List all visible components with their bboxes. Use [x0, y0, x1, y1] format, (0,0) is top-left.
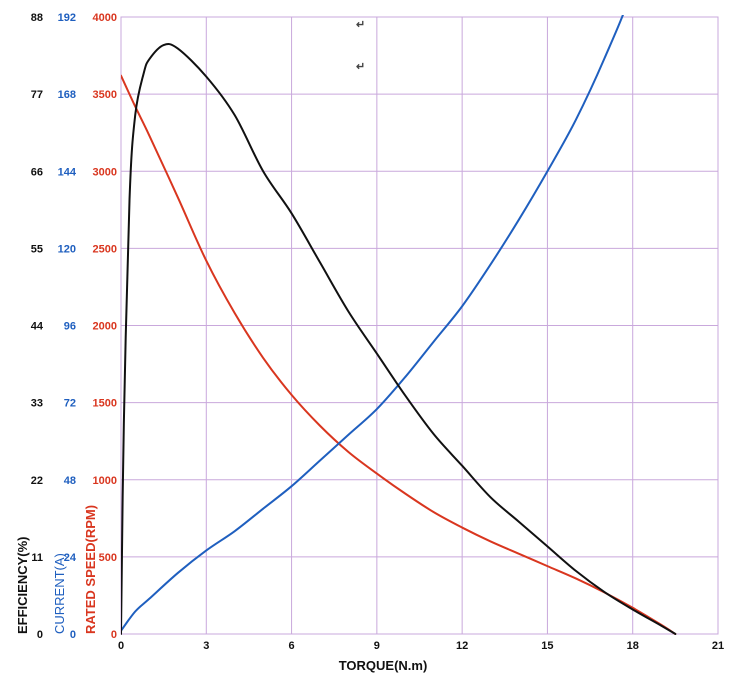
current-tick-label: 72 — [64, 398, 76, 410]
annotation-return-mark-1: ↵ — [356, 19, 365, 31]
speed-tick-label: 2500 — [93, 243, 117, 255]
series-lines — [121, 15, 677, 635]
plot-area-border — [120, 16, 719, 635]
efficiency-tick-labels: 0 11 22 33 44 55 66 77 88 — [31, 12, 44, 641]
speed-curve — [121, 74, 677, 635]
efficiency-tick-label: 77 — [31, 89, 43, 101]
current-tick-label: 168 — [58, 89, 76, 101]
annotation-return-mark-2: ↵ — [356, 61, 365, 73]
current-axis-title: CURRENT(A) — [52, 553, 67, 634]
current-tick-label: 0 — [70, 629, 76, 641]
efficiency-tick-label: 44 — [31, 321, 44, 333]
current-curve — [121, 15, 624, 632]
speed-tick-label: 0 — [111, 629, 117, 641]
speed-axis-title: RATED SPEED(RPM) — [83, 505, 98, 634]
torque-tick-label: 18 — [627, 640, 639, 652]
current-tick-label: 192 — [58, 12, 76, 24]
torque-tick-label: 0 — [118, 640, 124, 652]
speed-tick-label: 3000 — [93, 166, 117, 178]
horizontal-gridlines — [121, 16, 718, 635]
speed-tick-label: 1500 — [93, 398, 117, 410]
speed-tick-label: 3500 — [93, 89, 117, 101]
efficiency-tick-label: 55 — [31, 243, 43, 255]
efficiency-axis-title: EFFICIENCY(%) — [15, 537, 30, 635]
current-tick-labels: 0 24 48 72 96 120 144 168 192 — [58, 12, 77, 641]
torque-tick-label: 12 — [456, 640, 468, 652]
speed-tick-label: 500 — [99, 552, 117, 564]
speed-tick-label: 2000 — [93, 321, 117, 333]
efficiency-tick-label: 22 — [31, 475, 43, 487]
efficiency-tick-label: 88 — [31, 12, 43, 24]
current-tick-label: 24 — [64, 552, 77, 564]
efficiency-tick-label: 66 — [31, 166, 43, 178]
efficiency-tick-label: 33 — [31, 398, 43, 410]
x-axis-title: TORQUE(N.m) — [339, 658, 428, 673]
torque-tick-label: 21 — [712, 640, 724, 652]
torque-tick-labels: 0 3 6 9 12 15 18 21 — [118, 640, 724, 652]
current-tick-label: 120 — [58, 243, 76, 255]
torque-tick-label: 6 — [289, 640, 295, 652]
efficiency-tick-label: 11 — [31, 552, 43, 564]
efficiency-tick-label: 0 — [37, 629, 43, 641]
efficiency-curve — [121, 43, 677, 635]
current-tick-label: 48 — [64, 475, 76, 487]
torque-tick-label: 15 — [541, 640, 553, 652]
speed-tick-label: 4000 — [93, 12, 117, 24]
current-tick-label: 96 — [64, 321, 76, 333]
torque-tick-label: 3 — [203, 640, 209, 652]
torque-tick-label: 9 — [374, 640, 380, 652]
current-tick-label: 144 — [58, 166, 77, 178]
speed-tick-labels: 0 500 1000 1500 2000 2500 3000 3500 4000 — [93, 12, 117, 641]
speed-tick-label: 1000 — [93, 475, 117, 487]
